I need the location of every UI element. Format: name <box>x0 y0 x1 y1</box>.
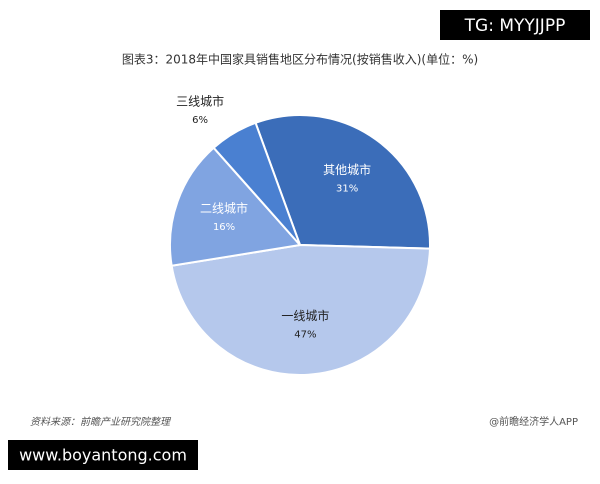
slice-value: 6% <box>192 115 208 126</box>
slice-value: 47% <box>294 329 316 340</box>
pie-slice <box>212 121 301 246</box>
slice-value: 16% <box>213 222 235 233</box>
bottom-tag: www.boyantong.com <box>19 446 187 465</box>
slice-value: 31% <box>336 184 358 195</box>
chart-title: 图表3：2018年中国家具销售地区分布情况(按销售收入)(单位：%) <box>122 52 478 67</box>
top-tag: TG: MYYJJPP <box>464 16 566 36</box>
source: 资料来源：前瞻产业研究院整理 <box>30 416 172 428</box>
pie-slice <box>254 114 431 250</box>
pie-slice <box>170 243 431 376</box>
tag-box <box>440 10 590 40</box>
slice-label: 二线城市 <box>200 200 248 215</box>
pie: 其他城市 31% 一线城市 47% 二线城市 16% 三线城市 6% <box>169 94 431 376</box>
tag-box <box>8 440 198 470</box>
credit: @前瞻经济学人APP <box>489 415 578 428</box>
slice-label: 一线城市 <box>281 308 329 323</box>
slice-label: 其他城市 <box>323 162 371 177</box>
pie-slice <box>169 146 302 267</box>
slice-label: 三线城市 <box>176 94 224 109</box>
